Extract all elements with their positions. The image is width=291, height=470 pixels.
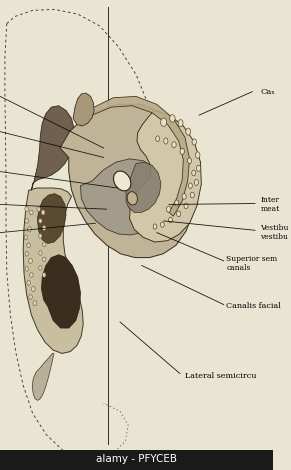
Text: Superior sem
canals: Superior sem canals — [226, 255, 278, 272]
Ellipse shape — [192, 139, 196, 145]
Ellipse shape — [27, 281, 31, 285]
Ellipse shape — [153, 224, 157, 229]
Ellipse shape — [113, 171, 131, 191]
Polygon shape — [23, 188, 83, 353]
Ellipse shape — [182, 194, 186, 199]
Ellipse shape — [156, 136, 159, 141]
Ellipse shape — [180, 149, 184, 155]
Ellipse shape — [25, 207, 29, 212]
Ellipse shape — [42, 273, 46, 277]
Ellipse shape — [168, 217, 172, 223]
Polygon shape — [60, 104, 196, 258]
Ellipse shape — [39, 266, 42, 270]
Text: alamy - PFYCEB: alamy - PFYCEB — [96, 454, 177, 464]
Polygon shape — [126, 162, 161, 212]
Polygon shape — [73, 93, 94, 126]
Ellipse shape — [30, 210, 33, 215]
Ellipse shape — [27, 243, 31, 248]
Ellipse shape — [42, 257, 46, 262]
Ellipse shape — [25, 251, 28, 256]
Ellipse shape — [194, 179, 198, 186]
Ellipse shape — [187, 158, 191, 164]
Text: Caₓ: Caₓ — [260, 87, 275, 96]
Ellipse shape — [160, 222, 164, 227]
Ellipse shape — [175, 200, 179, 206]
Ellipse shape — [42, 226, 46, 231]
Polygon shape — [129, 110, 201, 242]
Ellipse shape — [24, 235, 28, 240]
Ellipse shape — [39, 219, 42, 223]
Ellipse shape — [42, 242, 46, 247]
Ellipse shape — [41, 210, 45, 215]
Polygon shape — [38, 194, 66, 243]
Ellipse shape — [192, 170, 196, 176]
Ellipse shape — [29, 295, 32, 299]
Ellipse shape — [170, 115, 175, 122]
Ellipse shape — [196, 165, 201, 172]
Text: Inter
meat: Inter meat — [260, 196, 280, 213]
Text: Lateral semicircu: Lateral semicircu — [185, 372, 257, 380]
Ellipse shape — [37, 207, 40, 212]
Ellipse shape — [25, 219, 29, 223]
Polygon shape — [32, 353, 54, 400]
Ellipse shape — [33, 301, 37, 306]
Text: Vestibu
vestibu: Vestibu vestibu — [260, 224, 289, 241]
Polygon shape — [81, 96, 189, 216]
Ellipse shape — [184, 203, 188, 209]
Ellipse shape — [186, 128, 191, 135]
Ellipse shape — [28, 227, 31, 232]
Ellipse shape — [39, 234, 42, 238]
Polygon shape — [31, 106, 74, 190]
Ellipse shape — [29, 258, 33, 264]
Ellipse shape — [39, 251, 42, 255]
Ellipse shape — [166, 206, 171, 212]
Ellipse shape — [190, 192, 194, 198]
Bar — [0, 450, 273, 470]
Ellipse shape — [172, 142, 176, 148]
Ellipse shape — [127, 192, 137, 205]
Ellipse shape — [196, 152, 200, 158]
Ellipse shape — [178, 120, 183, 127]
Ellipse shape — [189, 183, 192, 188]
Polygon shape — [41, 255, 81, 328]
Ellipse shape — [161, 118, 167, 126]
Text: Canalis facial: Canalis facial — [226, 301, 281, 310]
Ellipse shape — [30, 273, 33, 277]
Ellipse shape — [25, 266, 28, 271]
Ellipse shape — [177, 211, 181, 217]
Ellipse shape — [31, 286, 35, 291]
Polygon shape — [81, 159, 166, 235]
Ellipse shape — [164, 138, 168, 144]
